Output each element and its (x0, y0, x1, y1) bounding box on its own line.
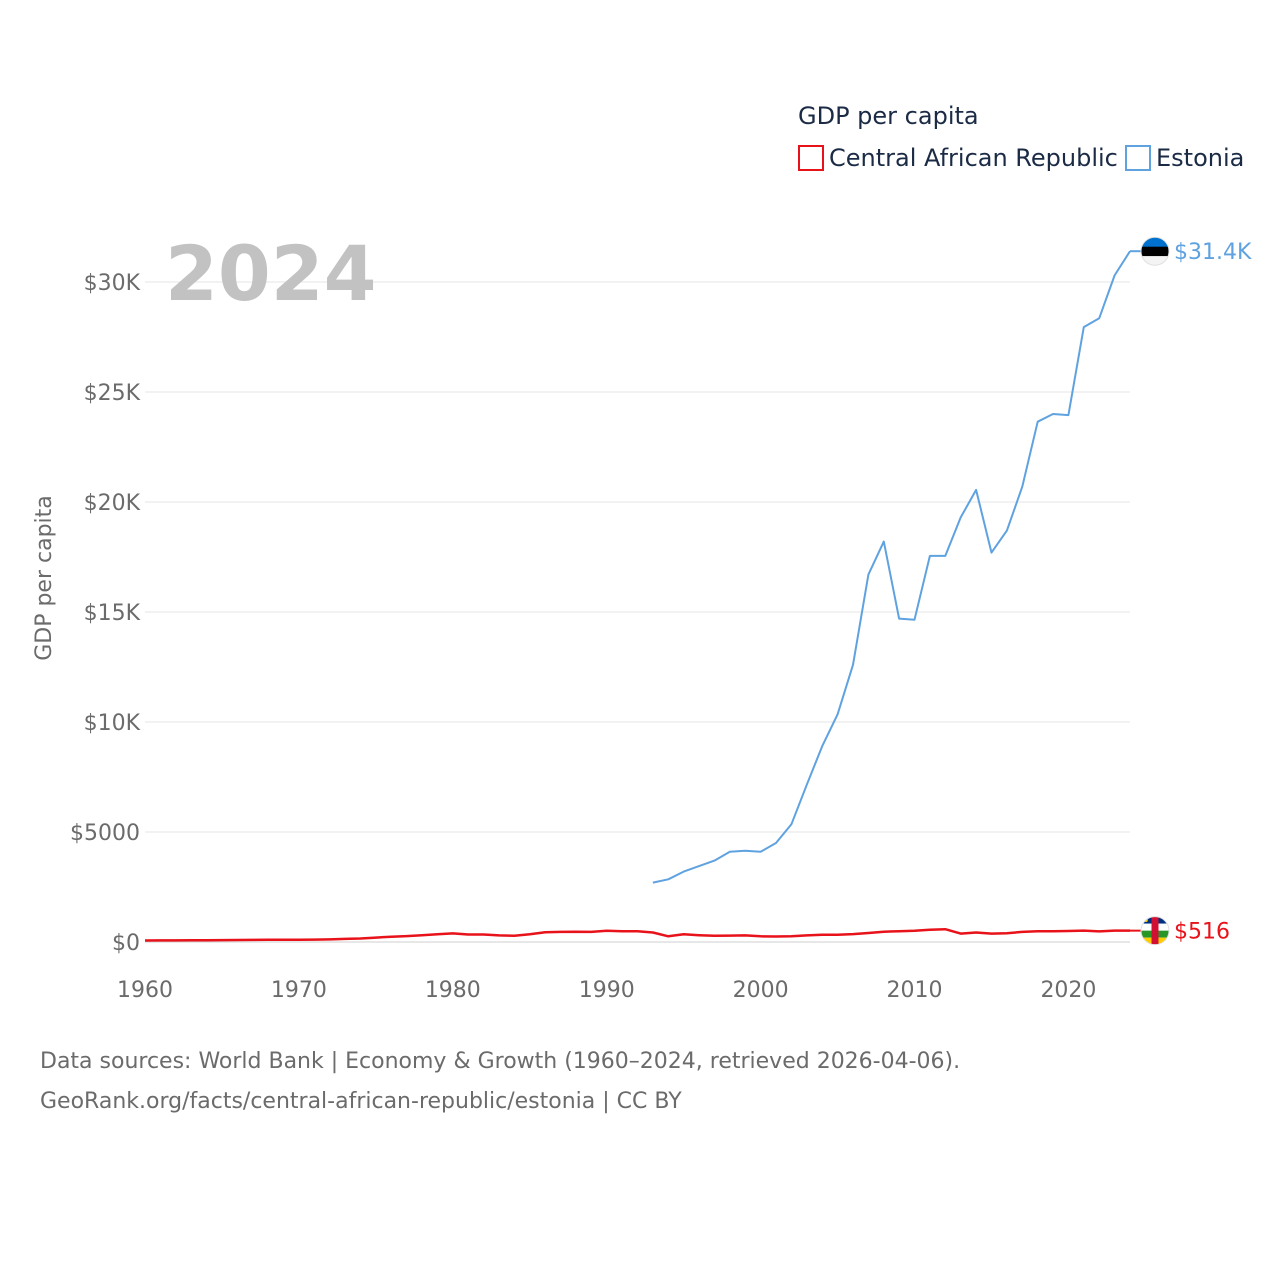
legend-swatch-central-african-republic[interactable] (798, 145, 824, 171)
series-line-central-african-republic[interactable] (144, 927, 1130, 942)
end-value-label-central-african-republic: $516 (1174, 920, 1230, 945)
y-tick-label: $30K (84, 271, 141, 296)
x-tick-label: 1960 (117, 978, 173, 1003)
y-tick-label: $5000 (70, 821, 140, 846)
legend-swatch-estonia[interactable] (1125, 145, 1151, 171)
y-tick-label: $10K (84, 711, 141, 736)
series-lines (144, 250, 1131, 942)
source-line-2[interactable]: GeoRank.org/facts/central-african-republ… (40, 1089, 682, 1114)
central-african-republic-flag-icon (1140, 916, 1170, 946)
x-tick-label: 1980 (425, 978, 481, 1003)
gridlines (145, 281, 1130, 943)
current-year-label: 2024 (165, 229, 377, 318)
y-axis-ticks: $0 $5000 $10K $15K $20K $25K $30K (70, 271, 141, 956)
x-tick-label: 1990 (579, 978, 635, 1003)
x-tick-label: 2020 (1040, 978, 1096, 1003)
x-tick-label: 2000 (733, 978, 789, 1003)
end-markers: $516 $31.4K (1130, 236, 1252, 946)
series-line-estonia[interactable] (652, 250, 1131, 884)
estonia-flag-icon (1140, 236, 1170, 266)
y-tick-label: $25K (84, 381, 141, 406)
legend-label-estonia[interactable]: Estonia (1156, 144, 1244, 172)
x-tick-label: 2010 (887, 978, 943, 1003)
x-tick-label: 1970 (271, 978, 327, 1003)
y-axis-label: GDP per capita (32, 495, 57, 661)
legend: GDP per capita Central African Republic … (798, 102, 1244, 172)
y-tick-label: $15K (84, 601, 141, 626)
x-axis-ticks: 1960 1970 1980 1990 2000 2010 2020 (117, 978, 1096, 1003)
source-line-1: Data sources: World Bank | Economy & Gro… (40, 1049, 960, 1074)
legend-label-central-african-republic[interactable]: Central African Republic (829, 144, 1118, 172)
y-tick-label: $0 (112, 931, 140, 956)
end-value-label-estonia: $31.4K (1174, 240, 1252, 265)
legend-title: GDP per capita (798, 102, 979, 130)
y-tick-label: $20K (84, 491, 141, 516)
